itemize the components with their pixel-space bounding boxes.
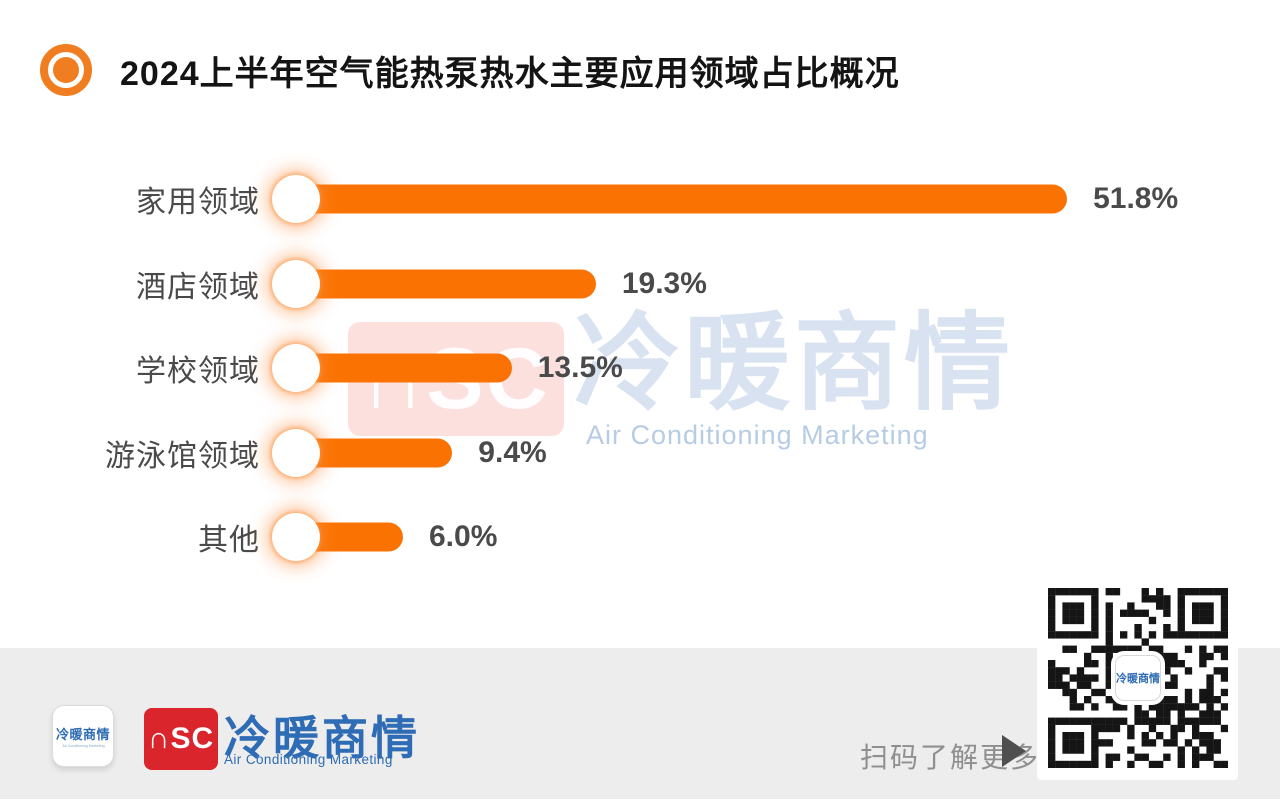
arrow-right-icon	[1002, 735, 1026, 767]
bar-row: 家用领域 51.8%	[0, 157, 1280, 242]
bar-start-circle	[272, 344, 320, 393]
app-icon-brand-text: 冷暖商情	[55, 727, 110, 742]
bar-chart: 家用领域 51.8% 酒店领域 19.3% 学校领域 13.5% 游泳馆领域 9…	[0, 157, 1280, 580]
bar	[296, 184, 1068, 214]
category-label: 游泳馆领域	[105, 439, 260, 473]
category-label: 家用领域	[136, 186, 260, 220]
bar-row: 其他 6.0%	[0, 495, 1280, 580]
app-icon: 冷暖商情 Air Conditioning Marketing	[52, 705, 114, 767]
page-title: 2024上半年空气能热泵热水主要应用领域占比概况	[120, 54, 900, 93]
nsc-logo-text: ∩SC	[147, 722, 215, 755]
qr-center-logo: 冷暖商情	[1115, 655, 1161, 701]
bar	[296, 353, 512, 383]
bar-value: 51.8%	[1093, 182, 1179, 216]
brand-name-en: Air Conditioning Marketing	[224, 752, 393, 767]
qr-code-pattern	[1048, 588, 1229, 769]
title-row: 2024上半年空气能热泵热水主要应用领域占比概况	[40, 44, 900, 96]
bar-start-circle	[272, 175, 320, 224]
category-label: 学校领域	[136, 355, 260, 389]
bar-start-circle	[272, 428, 320, 477]
bar-value: 13.5%	[537, 351, 623, 385]
bar-row: 学校领域 13.5%	[0, 326, 1280, 411]
bar	[296, 269, 596, 299]
bar-start-circle	[272, 513, 320, 562]
bar-value: 9.4%	[478, 435, 547, 469]
bar-row: 游泳馆领域 9.4%	[0, 411, 1280, 496]
bar-value: 6.0%	[429, 520, 498, 554]
bullet-dot	[53, 57, 79, 83]
qr-code: 冷暖商情	[1037, 578, 1238, 780]
app-icon-caption: Air Conditioning Marketing	[61, 743, 105, 748]
brand-name-cn: 冷暖商情	[224, 712, 420, 764]
qr-center-logo-text: 冷暖商情	[1116, 673, 1160, 685]
nsc-logo-badge: ∩SC	[144, 708, 218, 770]
category-label: 酒店领域	[136, 270, 260, 304]
bar-row: 酒店领域 19.3%	[0, 242, 1280, 327]
bullet-ring-icon	[40, 44, 92, 96]
category-label: 其他	[198, 524, 260, 558]
bar-value: 19.3%	[621, 266, 707, 300]
bar	[296, 438, 453, 468]
bar-start-circle	[272, 259, 320, 308]
